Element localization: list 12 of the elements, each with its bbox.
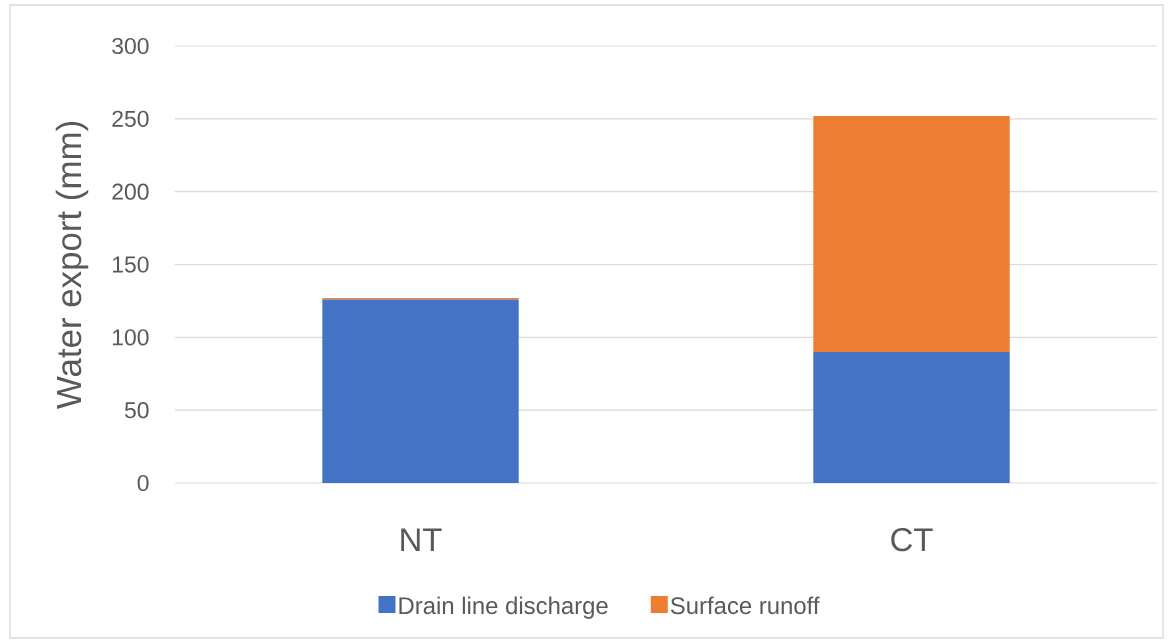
y-axis-title: Water export (mm): [55, 122, 89, 409]
y-tick-label: 50: [124, 402, 149, 419]
x-tick-label: NT: [401, 528, 442, 551]
y-tick-label: 200: [112, 183, 149, 200]
y-tick-label: 100: [113, 329, 149, 346]
y-tick-label: 250: [112, 110, 149, 127]
y-tick-label: 0: [137, 474, 149, 492]
x-tick-label: CT: [891, 528, 933, 552]
y-tick-label: 150: [113, 256, 149, 273]
legend-label: Surface runoff: [670, 596, 820, 615]
legend-label: Drain line discharge: [399, 596, 608, 619]
y-tick-label: 300: [112, 37, 149, 55]
